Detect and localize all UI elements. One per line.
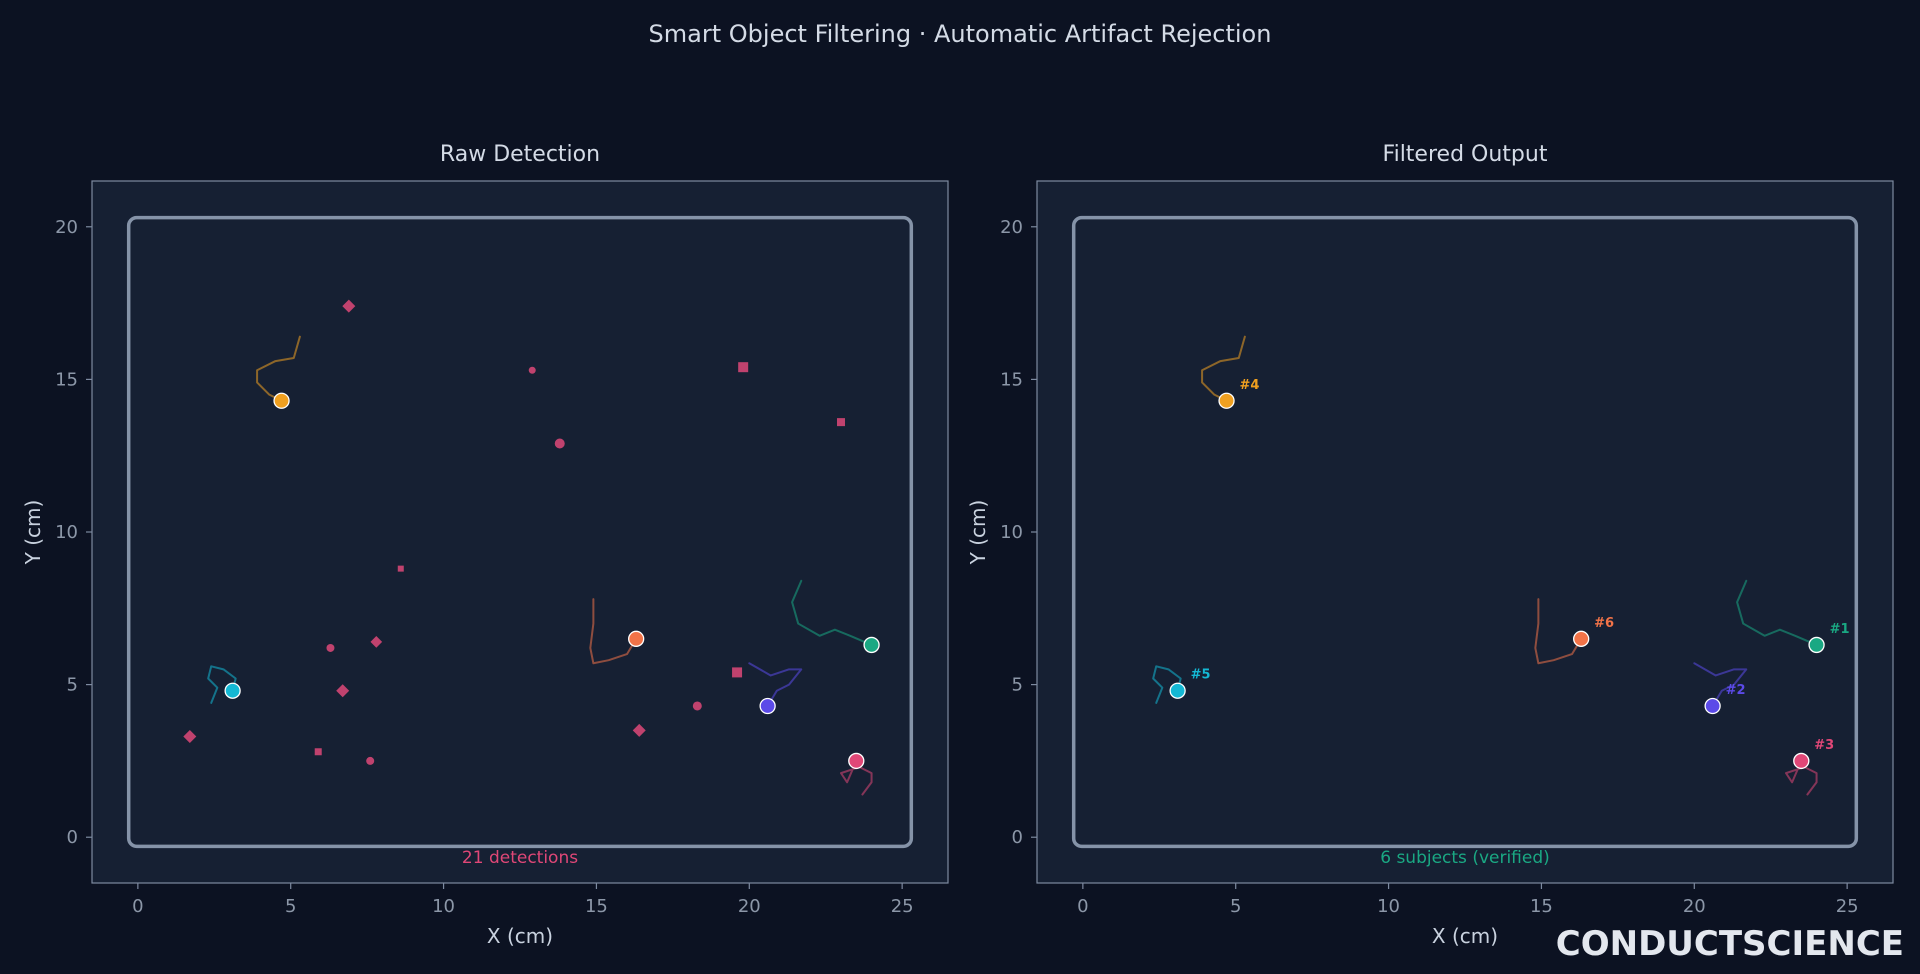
artifact-square xyxy=(738,362,749,373)
subject-id-label: #3 xyxy=(1814,738,1834,753)
x-tick-label: 20 xyxy=(1683,896,1706,917)
x-tick-label: 20 xyxy=(738,896,761,917)
subject-trail xyxy=(1693,662,1748,707)
x-tick-label: 5 xyxy=(285,896,296,917)
x-tick-label: 25 xyxy=(1836,896,1859,917)
subject-trail xyxy=(791,579,873,646)
subject-marker xyxy=(224,682,241,699)
artifact-circle xyxy=(554,438,565,449)
artifact-square xyxy=(837,418,845,427)
x-tick-label: 0 xyxy=(1077,896,1088,917)
subject-marker xyxy=(863,636,880,654)
artifact-circle xyxy=(692,701,702,711)
artifact-circle xyxy=(528,366,536,374)
subject-marker xyxy=(273,392,290,409)
detection-count: 21 detections xyxy=(462,848,578,868)
subject-id-label: #5 xyxy=(1191,668,1211,683)
x-axis-label: X (cm) xyxy=(487,924,553,948)
subject-marker xyxy=(848,752,865,770)
subject-trail xyxy=(1152,665,1182,704)
y-axis-label: Y (cm) xyxy=(21,500,45,566)
brand-logo: CONDUCTSCIENCE xyxy=(1555,924,1904,964)
subject-marker xyxy=(759,697,776,715)
artifact-diamond xyxy=(632,723,646,737)
artifact-circle xyxy=(366,756,375,765)
subject-marker xyxy=(1793,752,1810,770)
subject-marker xyxy=(628,630,645,647)
artifact-diamond xyxy=(370,636,383,648)
subject-id-label: #2 xyxy=(1726,683,1746,698)
panel-title: Raw Detection xyxy=(440,142,600,167)
plot-area xyxy=(91,180,949,884)
subject-id-label: #6 xyxy=(1594,616,1614,631)
y-tick-label: 15 xyxy=(1000,369,1023,390)
x-tick-label: 25 xyxy=(891,896,914,917)
y-tick-label: 20 xyxy=(1000,217,1023,238)
x-tick-label: 15 xyxy=(1530,896,1553,917)
subject-trail xyxy=(1201,335,1246,402)
subject-marker xyxy=(1218,392,1235,409)
artifact-square xyxy=(314,748,322,756)
artifact-square xyxy=(397,565,404,572)
y-axis-label: Y (cm) xyxy=(966,500,990,566)
artifact-diamond xyxy=(183,729,197,743)
artifact-circle xyxy=(326,643,335,652)
panel-filtered-output: Filtered Output 0 5 10 15 20 25 0 5 10 15 20 X (cm) Y… xyxy=(966,142,1894,948)
x-tick-label: 10 xyxy=(432,896,455,917)
subject-trail xyxy=(1534,598,1583,665)
panel-raw-detection: Raw Detection 0 5 10 15 20 25 0 5 10 15 20 X (cm) Y (… xyxy=(21,142,949,948)
subject-marker xyxy=(1169,682,1186,699)
x-tick-label: 0 xyxy=(132,896,143,917)
x-axis-label: X (cm) xyxy=(1432,924,1498,948)
y-tick-label: 5 xyxy=(67,675,78,696)
detection-count: 6 subjects (verified) xyxy=(1380,848,1550,868)
y-tick-label: 0 xyxy=(1012,827,1023,848)
y-tick-label: 0 xyxy=(67,827,78,848)
artifact-square xyxy=(732,667,743,678)
subject-id-label: #4 xyxy=(1240,378,1260,393)
arena-boundary xyxy=(1071,215,1859,849)
artifact-diamond xyxy=(336,684,350,698)
subject-marker xyxy=(1573,630,1590,647)
plot-area xyxy=(1036,180,1894,884)
subject-trail xyxy=(1736,579,1818,646)
subject-trail xyxy=(256,335,301,402)
subject-trail xyxy=(207,665,237,704)
y-tick-label: 5 xyxy=(1012,675,1023,696)
chart-title: Smart Object Filtering · Automatic Artif… xyxy=(648,20,1272,48)
subject-trail xyxy=(589,598,638,665)
x-tick-label: 15 xyxy=(585,896,608,917)
panel-title: Filtered Output xyxy=(1383,142,1548,167)
y-tick-label: 10 xyxy=(1000,522,1023,543)
subject-marker xyxy=(1808,636,1825,654)
artifact-diamond xyxy=(342,299,356,313)
y-tick-label: 20 xyxy=(55,217,78,238)
x-tick-label: 5 xyxy=(1230,896,1241,917)
arena-boundary xyxy=(126,215,914,849)
subject-trail xyxy=(748,662,803,707)
y-tick-label: 15 xyxy=(55,369,78,390)
x-tick-label: 10 xyxy=(1377,896,1400,917)
subject-marker xyxy=(1704,697,1721,715)
subject-id-label: #1 xyxy=(1830,622,1850,637)
y-tick-label: 10 xyxy=(55,522,78,543)
